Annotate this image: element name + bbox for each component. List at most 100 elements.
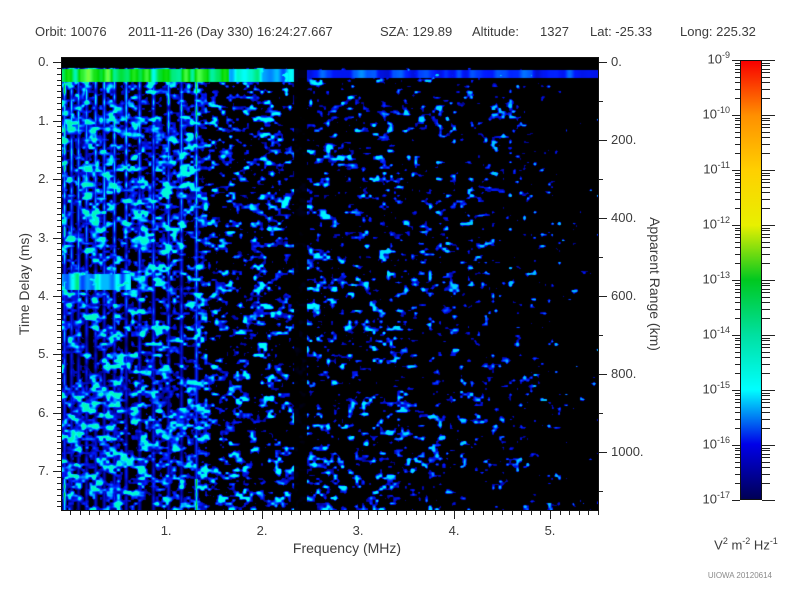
y-minor-tick <box>57 243 61 245</box>
x-minor-tick <box>415 511 417 515</box>
colorbar-minor-tick-right <box>762 246 770 248</box>
y-major-tick <box>53 120 61 122</box>
colorbar-minor-tick-right <box>762 191 770 193</box>
colorbar-minor-tick-left <box>735 230 740 232</box>
x-minor-tick <box>127 511 129 515</box>
y-minor-tick <box>57 488 61 490</box>
colorbar-minor-tick-right <box>762 428 770 430</box>
y-minor-tick <box>57 418 61 420</box>
colorbar-major-tick-right <box>762 280 775 281</box>
y-tick-label: 2. <box>38 171 49 187</box>
y-minor-tick <box>57 290 61 292</box>
y-minor-tick <box>57 225 61 227</box>
colorbar-minor-tick-right <box>762 288 770 290</box>
y-minor-tick <box>57 372 61 373</box>
colorbar-minor-tick-left <box>735 296 740 298</box>
colorbar-minor-tick-right <box>762 76 770 78</box>
y-minor-tick <box>57 208 61 210</box>
colorbar-minor-tick-right <box>762 72 770 74</box>
y-minor-tick <box>57 249 61 251</box>
y2-minor-tick <box>599 179 603 181</box>
colorbar-minor-tick-right <box>762 136 770 138</box>
y-minor-tick <box>57 97 61 99</box>
y-tick-label: 6. <box>38 404 49 420</box>
x-minor-tick <box>204 511 206 515</box>
colorbar-minor-tick-left <box>735 178 740 180</box>
colorbar-major-tick-left <box>732 445 740 446</box>
x-minor-tick <box>473 511 475 515</box>
y-minor-tick <box>57 91 61 93</box>
colorbar-minor-tick-left <box>735 457 740 459</box>
y-minor-tick <box>57 167 61 169</box>
colorbar-minor-tick-left <box>735 153 740 155</box>
colorbar-minor-tick-right <box>762 117 770 119</box>
y-major-tick <box>53 295 61 297</box>
x-minor-tick <box>348 511 350 515</box>
x-tick-label: 2. <box>256 523 268 538</box>
y-minor-tick <box>57 389 61 391</box>
y-minor-tick <box>57 313 61 315</box>
x-tick-label: 3. <box>352 523 364 538</box>
x-minor-tick <box>540 511 542 515</box>
colorbar-minor-tick-left <box>735 337 740 339</box>
colorbar-tick-label: 10-15 <box>702 380 730 397</box>
colorbar-tick-label: 10-16 <box>702 435 730 452</box>
colorbar-minor-tick-right <box>762 186 770 188</box>
y-minor-tick <box>57 483 61 485</box>
x-minor-tick <box>329 511 331 515</box>
colorbar-minor-tick-right <box>762 253 770 255</box>
colorbar-minor-tick-right <box>762 343 770 345</box>
x-minor-tick <box>559 511 561 515</box>
colorbar-minor-tick-right <box>762 337 770 339</box>
y-minor-tick <box>57 272 61 274</box>
colorbar-minor-tick-left <box>735 227 740 229</box>
colorbar-minor-tick-right <box>762 227 770 229</box>
y2-minor-tick <box>599 490 603 492</box>
colorbar-minor-tick-left <box>735 356 740 358</box>
y-minor-tick <box>57 266 61 268</box>
y-minor-tick <box>57 366 61 368</box>
y-tick-label: 4. <box>38 287 49 303</box>
y-major-tick <box>53 471 61 473</box>
colorbar-minor-tick-right <box>762 292 770 294</box>
y-minor-tick <box>57 477 61 479</box>
colorbar-minor-tick-left <box>735 447 740 449</box>
colorbar-major-tick-left <box>732 500 740 501</box>
x-minor-tick <box>598 511 599 515</box>
plot-area <box>61 57 599 511</box>
colorbar-minor-tick-left <box>735 88 740 90</box>
colorbar-minor-tick-left <box>735 120 740 122</box>
colorbar-minor-tick-left <box>735 237 740 239</box>
x-minor-tick <box>194 511 196 515</box>
colorbar-minor-tick-left <box>735 406 740 408</box>
y-minor-tick <box>57 436 61 438</box>
y-tick-label: 7. <box>38 463 49 479</box>
header-item: Lat: -25.33 <box>590 24 653 39</box>
y-minor-tick <box>57 278 61 280</box>
y-minor-tick <box>57 407 61 409</box>
colorbar-minor-tick-left <box>735 363 740 365</box>
colorbar-minor-tick-left <box>735 392 740 394</box>
x-tick-label: 5. <box>544 523 556 538</box>
y-minor-tick <box>57 173 61 175</box>
y2-major-tick <box>599 218 607 220</box>
colorbar-minor-tick-right <box>762 282 770 284</box>
x-minor-tick <box>502 511 504 515</box>
y2-tick-label: 200. <box>611 132 637 148</box>
y-minor-tick <box>57 453 61 455</box>
y-minor-tick <box>57 383 61 385</box>
colorbar-minor-tick-left <box>735 395 740 397</box>
colorbar-major-tick-right <box>762 225 775 226</box>
colorbar-minor-tick-left <box>735 233 740 235</box>
colorbar-minor-tick-left <box>735 143 740 145</box>
y2-tick-label: 400. <box>611 210 637 226</box>
colorbar-minor-tick-right <box>762 356 770 358</box>
colorbar-minor-tick-left <box>735 473 740 475</box>
colorbar-minor-tick-left <box>735 428 740 430</box>
y-minor-tick <box>57 219 61 221</box>
colorbar-minor-tick-right <box>762 457 770 459</box>
colorbar-minor-tick-left <box>735 308 740 310</box>
header-item: Long: 225.32 <box>680 24 756 39</box>
x-minor-tick <box>511 511 513 515</box>
colorbar-minor-tick-right <box>762 123 770 125</box>
